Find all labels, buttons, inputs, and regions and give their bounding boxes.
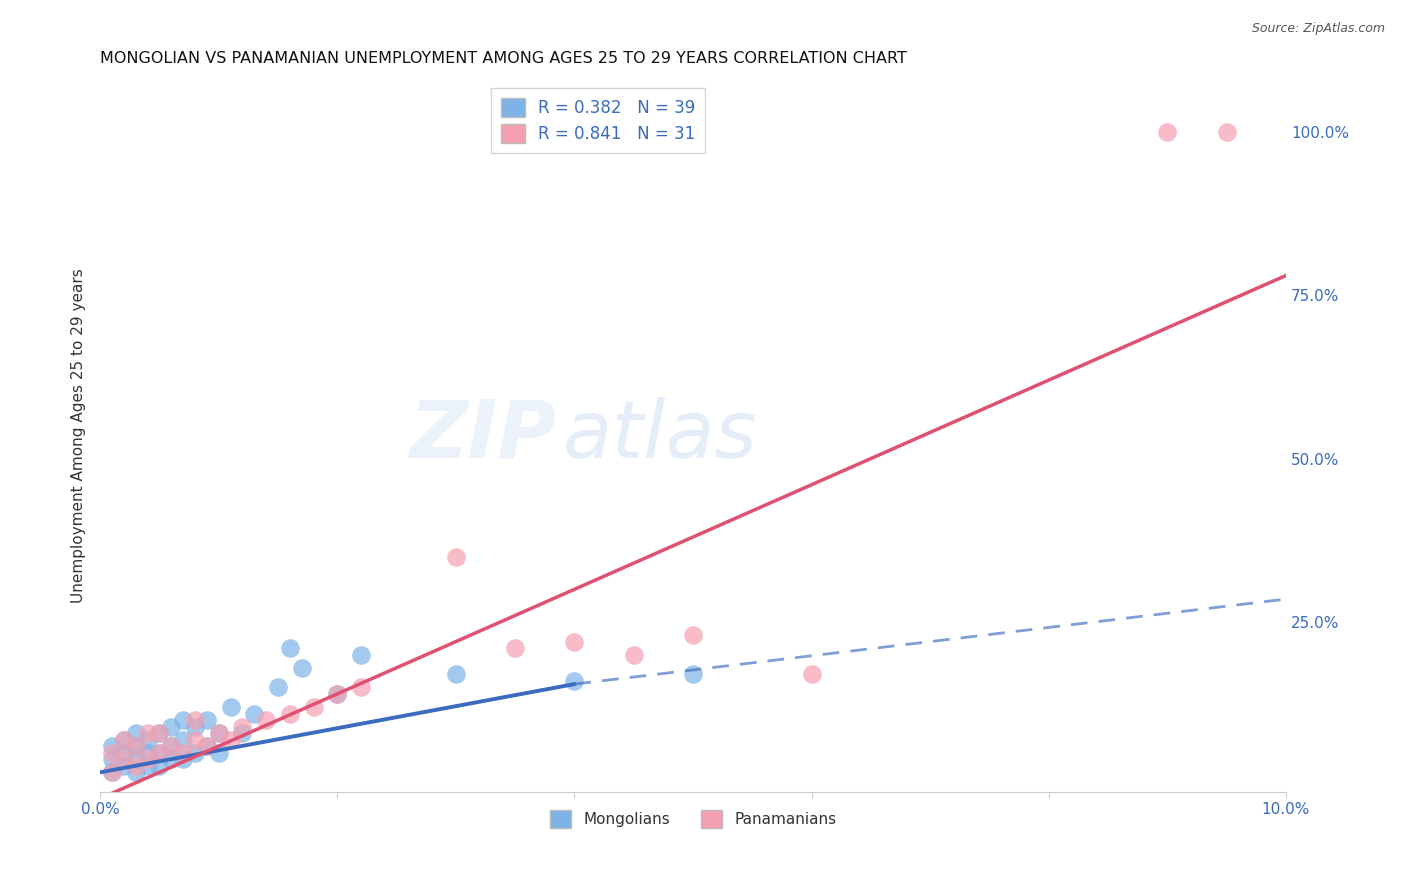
Point	[112, 732, 135, 747]
Point	[219, 700, 242, 714]
Point	[101, 746, 124, 760]
Point	[326, 687, 349, 701]
Point	[350, 648, 373, 662]
Point	[1215, 125, 1237, 139]
Point	[125, 739, 148, 754]
Point	[184, 732, 207, 747]
Point	[564, 634, 586, 648]
Point	[195, 739, 218, 754]
Point	[800, 667, 823, 681]
Point	[148, 726, 170, 740]
Text: atlas: atlas	[562, 397, 758, 475]
Point	[172, 746, 194, 760]
Point	[195, 739, 218, 754]
Point	[278, 641, 301, 656]
Y-axis label: Unemployment Among Ages 25 to 29 years: Unemployment Among Ages 25 to 29 years	[72, 268, 86, 603]
Point	[243, 706, 266, 721]
Point	[125, 759, 148, 773]
Point	[160, 752, 183, 766]
Point	[231, 720, 253, 734]
Point	[254, 713, 277, 727]
Point	[160, 720, 183, 734]
Point	[172, 752, 194, 766]
Point	[278, 706, 301, 721]
Point	[184, 746, 207, 760]
Point	[112, 752, 135, 766]
Point	[564, 673, 586, 688]
Point	[172, 713, 194, 727]
Point	[208, 726, 231, 740]
Point	[302, 700, 325, 714]
Point	[101, 739, 124, 754]
Point	[184, 720, 207, 734]
Point	[125, 726, 148, 740]
Point	[1156, 125, 1178, 139]
Point	[326, 687, 349, 701]
Point	[682, 628, 704, 642]
Point	[172, 732, 194, 747]
Point	[125, 739, 148, 754]
Point	[160, 739, 183, 754]
Point	[101, 752, 124, 766]
Point	[184, 713, 207, 727]
Point	[231, 726, 253, 740]
Point	[148, 746, 170, 760]
Point	[208, 746, 231, 760]
Point	[112, 732, 135, 747]
Point	[195, 713, 218, 727]
Point	[682, 667, 704, 681]
Text: Source: ZipAtlas.com: Source: ZipAtlas.com	[1251, 22, 1385, 36]
Point	[208, 726, 231, 740]
Point	[350, 681, 373, 695]
Point	[136, 746, 159, 760]
Point	[112, 746, 135, 760]
Point	[444, 549, 467, 564]
Point	[503, 641, 526, 656]
Point	[623, 648, 645, 662]
Point	[112, 759, 135, 773]
Point	[101, 765, 124, 780]
Point	[136, 759, 159, 773]
Point	[148, 726, 170, 740]
Point	[267, 681, 290, 695]
Point	[125, 752, 148, 766]
Point	[160, 739, 183, 754]
Point	[148, 746, 170, 760]
Point	[148, 759, 170, 773]
Point	[444, 667, 467, 681]
Point	[136, 732, 159, 747]
Legend: Mongolians, Panamanians: Mongolians, Panamanians	[544, 805, 842, 834]
Point	[136, 726, 159, 740]
Point	[219, 732, 242, 747]
Text: MONGOLIAN VS PANAMANIAN UNEMPLOYMENT AMONG AGES 25 TO 29 YEARS CORRELATION CHART: MONGOLIAN VS PANAMANIAN UNEMPLOYMENT AMO…	[100, 51, 907, 66]
Point	[101, 765, 124, 780]
Text: ZIP: ZIP	[409, 397, 557, 475]
Point	[125, 765, 148, 780]
Point	[291, 661, 314, 675]
Point	[136, 752, 159, 766]
